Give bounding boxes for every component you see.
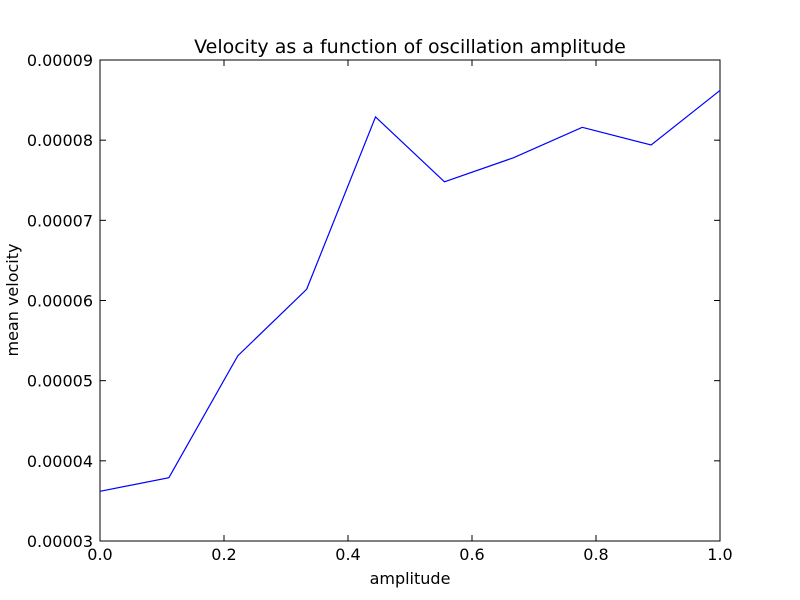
x-tick-label: 0.2 — [211, 545, 236, 564]
y-tick-label: 0.00009 — [27, 51, 93, 70]
y-tick-label: 0.00005 — [27, 372, 93, 391]
x-tick-label: 1.0 — [707, 545, 732, 564]
x-tick-label: 0.0 — [87, 545, 112, 564]
series-line — [99, 89, 721, 492]
x-tick-label: 0.4 — [335, 545, 360, 564]
axis-ticks: 0.0 0.2 0.4 0.6 0.8 1.0 0.00003 0.00004 0.00005 0… — [27, 51, 733, 564]
y-tick-label: 0.00007 — [27, 211, 93, 230]
y-tick-label: 0.00004 — [27, 452, 93, 471]
x-tick-label: 0.6 — [459, 545, 484, 564]
y-tick-label: 0.00003 — [27, 532, 93, 551]
x-axis-label: amplitude — [370, 569, 451, 588]
y-tick-label: 0.00008 — [27, 131, 93, 150]
series-layer — [99, 89, 721, 492]
chart-title: Velocity as a function of oscillation am… — [194, 36, 626, 58]
y-axis-label: mean velocity — [3, 244, 22, 357]
x-tick-label: 0.8 — [583, 545, 608, 564]
plot-area — [99, 59, 721, 542]
y-tick-label: 0.00006 — [27, 292, 93, 311]
